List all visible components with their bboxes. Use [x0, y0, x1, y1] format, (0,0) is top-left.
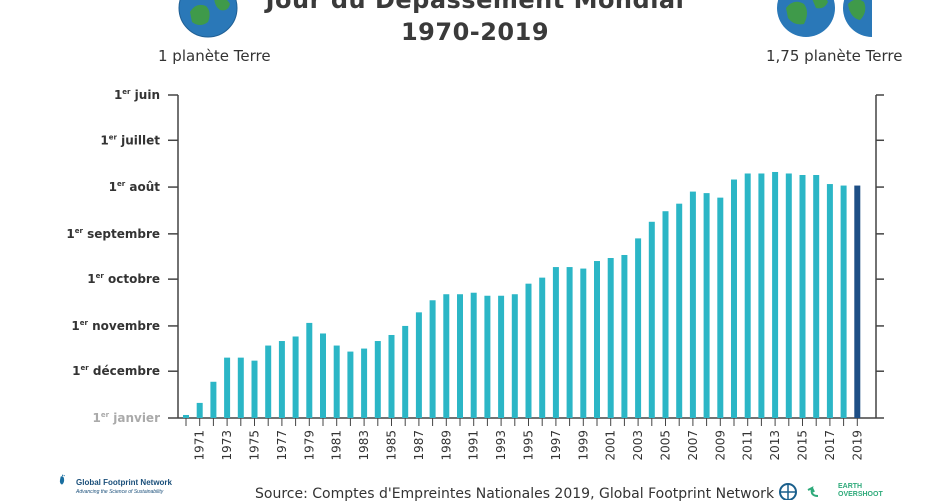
bar-1971: [196, 402, 203, 418]
bar-2016: [813, 174, 820, 418]
y-tick-label-3: 1er septembre: [66, 227, 160, 241]
bar-1998: [566, 267, 573, 418]
bar-1989: [443, 294, 450, 418]
x-tick-label-1973: 1973: [220, 430, 234, 461]
x-tick-label-1993: 1993: [494, 430, 508, 461]
x-tick-label-1997: 1997: [549, 430, 563, 461]
bar-1972: [210, 381, 217, 418]
earth-overshoot-globe-icon: [779, 483, 819, 500]
x-tick-label-2011: 2011: [741, 430, 755, 461]
y-tick-label-7: 1er janvier: [93, 411, 161, 425]
bar-1996: [539, 277, 546, 418]
x-tick-label-1989: 1989: [439, 430, 453, 461]
bar-1973: [224, 357, 231, 418]
x-tick-label-2003: 2003: [631, 430, 645, 461]
earth-globe-partial-icon: [843, 0, 872, 37]
bar-2004: [648, 221, 655, 418]
x-tick-label-2001: 2001: [604, 430, 618, 461]
bar-1990: [457, 294, 463, 418]
x-tick-label-2007: 2007: [686, 430, 700, 461]
earth-globe-left-icon: [178, 0, 238, 38]
source-note: Source: Comptes d'Empreintes Nationales …: [255, 486, 775, 502]
bar-2009: [717, 197, 724, 418]
x-tick-label-2015: 2015: [796, 430, 810, 461]
x-tick-label-1995: 1995: [522, 430, 536, 461]
x-tick-label-2005: 2005: [659, 430, 673, 461]
bar-1995: [525, 283, 532, 418]
x-tick-label-2013: 2013: [768, 430, 782, 461]
bar-1977: [278, 341, 285, 418]
earths-needed-label: 1,75 planète Terre: [766, 47, 903, 65]
x-tick-label-1977: 1977: [275, 430, 289, 461]
y-tick-label-1: 1er juillet: [100, 133, 160, 147]
x-tick-label-1983: 1983: [357, 430, 371, 461]
bar-1997: [552, 267, 559, 418]
eo-line1: EARTH: [838, 483, 863, 490]
chart-subtitle: 1970-2019: [400, 18, 550, 46]
bar-1978: [292, 336, 299, 418]
x-tick-label-1975: 1975: [248, 430, 262, 461]
y-tick-label-5: 1er novembre: [71, 319, 160, 333]
x-tick-label-1987: 1987: [412, 430, 426, 461]
x-tick-label-1971: 1971: [193, 430, 207, 461]
bar-2005: [662, 211, 669, 418]
bar-2003: [635, 238, 642, 418]
earth-overshoot-text: EARTH OVERSHOOT: [838, 483, 883, 499]
bar-1975: [251, 360, 258, 418]
bar-2002: [621, 254, 628, 418]
bar-2019: [854, 185, 861, 418]
x-tick-label-1985: 1985: [385, 430, 399, 461]
bar-1993: [498, 295, 505, 418]
bar-2000: [594, 261, 600, 418]
bar-1986: [402, 325, 409, 418]
one-earth-label: 1 planète Terre: [158, 47, 271, 65]
bar-1991: [470, 292, 477, 418]
bar-2015: [799, 174, 806, 418]
x-tick-label-1979: 1979: [302, 430, 316, 461]
x-tick-label-2017: 2017: [823, 430, 837, 461]
gfn-tagline: Advancing the Science of Sustainability: [76, 489, 164, 495]
bar-1974: [237, 357, 244, 418]
y-tick-label-6: 1er décembre: [72, 364, 160, 378]
bar-2018: [840, 185, 847, 418]
bar-2013: [772, 171, 779, 418]
x-tick-label-2019: 2019: [850, 430, 864, 461]
bar-1976: [265, 345, 272, 418]
x-tick-label-2009: 2009: [713, 430, 727, 461]
bar-1987: [415, 312, 422, 418]
x-tick-label-1981: 1981: [330, 430, 344, 461]
bar-1994: [511, 294, 518, 418]
bar-1982: [347, 351, 354, 418]
bar-2012: [758, 173, 765, 418]
earth-globe-right-icon: [777, 0, 835, 37]
y-tick-label-0: 1er juin: [114, 88, 160, 102]
gfn-name: Global Footprint Network: [76, 478, 172, 487]
y-tick-label-2: 1er août: [109, 180, 161, 194]
bar-1979: [306, 322, 313, 418]
bar-1999: [580, 268, 587, 418]
bar-1981: [333, 345, 340, 418]
bar-1992: [484, 295, 491, 418]
bar-1980: [320, 333, 326, 418]
bar-2001: [607, 258, 614, 418]
bar-2007: [689, 191, 696, 418]
bar-2006: [676, 203, 683, 418]
footprint-logo-icon: [59, 474, 65, 485]
bar-1970: [183, 414, 189, 418]
bar-1983: [361, 348, 368, 418]
chart-title: Jour du Dépassement Mondial: [265, 0, 685, 14]
bar-1985: [388, 334, 395, 418]
bar-2011: [744, 173, 751, 418]
bar-2008: [703, 193, 710, 418]
bar-2010: [731, 179, 737, 418]
y-tick-label-4: 1er octobre: [87, 272, 160, 286]
bar-1984: [374, 341, 381, 418]
x-tick-label-1991: 1991: [467, 430, 481, 461]
bar-2017: [826, 184, 833, 418]
x-tick-label-1999: 1999: [576, 430, 590, 461]
eo-line2: OVERSHOOT: [838, 491, 883, 498]
bar-2014: [785, 173, 792, 418]
bar-1988: [429, 300, 436, 418]
